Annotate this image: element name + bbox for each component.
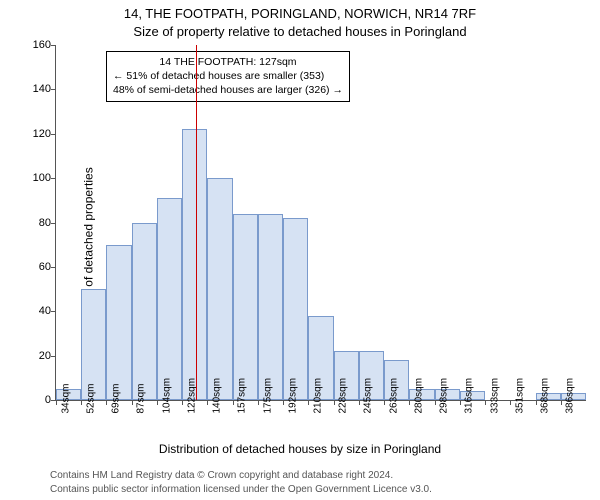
y-tick-label: 140 bbox=[21, 83, 51, 95]
x-tick-mark bbox=[56, 400, 57, 405]
x-tick-mark bbox=[308, 400, 309, 405]
y-tick-label: 20 bbox=[21, 350, 51, 362]
x-tick-mark bbox=[561, 400, 562, 405]
x-tick-mark bbox=[132, 400, 133, 405]
plot-area: 14 THE FOOTPATH: 127sqm ← 51% of detache… bbox=[55, 45, 586, 401]
x-tick-mark bbox=[182, 400, 183, 405]
reference-line bbox=[196, 45, 197, 400]
histogram-bar bbox=[106, 245, 131, 400]
x-tick-mark bbox=[207, 400, 208, 405]
caption-licence: Contains public sector information licen… bbox=[50, 483, 590, 497]
y-tick-label: 160 bbox=[21, 39, 51, 51]
y-tick-label: 40 bbox=[21, 305, 51, 317]
x-tick-mark bbox=[510, 400, 511, 405]
x-tick-mark bbox=[384, 400, 385, 405]
y-tick-mark bbox=[51, 311, 56, 312]
x-tick-mark bbox=[435, 400, 436, 405]
annotation-line-property: 14 THE FOOTPATH: 127sqm bbox=[113, 55, 343, 69]
y-tick-label: 80 bbox=[21, 217, 51, 229]
x-tick-mark bbox=[81, 400, 82, 405]
y-tick-mark bbox=[51, 45, 56, 46]
y-tick-label: 60 bbox=[21, 261, 51, 273]
y-tick-label: 120 bbox=[21, 128, 51, 140]
histogram-bar bbox=[182, 129, 207, 400]
x-tick-mark bbox=[485, 400, 486, 405]
chart-subtitle: Size of property relative to detached ho… bbox=[0, 24, 600, 39]
x-tick-mark bbox=[409, 400, 410, 405]
x-tick-mark bbox=[258, 400, 259, 405]
y-tick-mark bbox=[51, 134, 56, 135]
caption-block: Contains HM Land Registry data © Crown c… bbox=[50, 469, 590, 496]
annotation-line-larger: 48% of semi-detached houses are larger (… bbox=[113, 83, 343, 97]
y-tick-label: 100 bbox=[21, 172, 51, 184]
histogram-bar bbox=[283, 218, 308, 400]
histogram-bar bbox=[233, 214, 258, 400]
x-tick-mark bbox=[157, 400, 158, 405]
histogram-bar bbox=[157, 198, 182, 400]
x-tick-mark bbox=[460, 400, 461, 405]
x-tick-mark bbox=[283, 400, 284, 405]
annotation-line-smaller: ← 51% of detached houses are smaller (35… bbox=[113, 69, 343, 83]
chart-title-address: 14, THE FOOTPATH, PORINGLAND, NORWICH, N… bbox=[0, 6, 600, 21]
histogram-bar bbox=[132, 223, 157, 401]
y-tick-label: 0 bbox=[21, 394, 51, 406]
histogram-bar bbox=[207, 178, 232, 400]
y-tick-mark bbox=[51, 223, 56, 224]
x-tick-mark bbox=[536, 400, 537, 405]
x-tick-mark bbox=[359, 400, 360, 405]
y-tick-mark bbox=[51, 267, 56, 268]
y-tick-mark bbox=[51, 356, 56, 357]
y-tick-mark bbox=[51, 178, 56, 179]
histogram-bar bbox=[258, 214, 283, 400]
x-tick-mark bbox=[334, 400, 335, 405]
x-tick-mark bbox=[233, 400, 234, 405]
x-axis-label: Distribution of detached houses by size … bbox=[0, 442, 600, 456]
y-tick-mark bbox=[51, 89, 56, 90]
annotation-box: 14 THE FOOTPATH: 127sqm ← 51% of detache… bbox=[106, 51, 350, 102]
x-tick-mark bbox=[106, 400, 107, 405]
caption-copyright: Contains HM Land Registry data © Crown c… bbox=[50, 469, 590, 483]
chart-container: 14, THE FOOTPATH, PORINGLAND, NORWICH, N… bbox=[0, 0, 600, 500]
